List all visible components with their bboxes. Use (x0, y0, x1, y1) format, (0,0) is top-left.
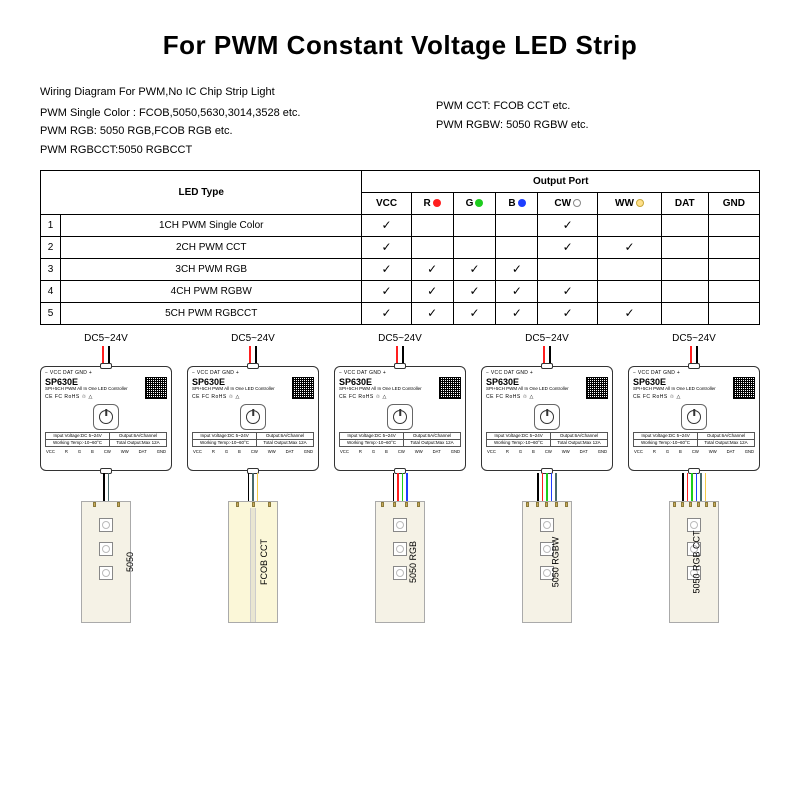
power-icon (93, 404, 119, 430)
strip-label: FCOB CCT (259, 539, 269, 585)
qr-icon (292, 377, 314, 399)
table-row: 33CH PWM RGB (41, 258, 760, 280)
th-port-r: R (411, 192, 453, 214)
voltage-label: DC5~24V (187, 333, 319, 344)
controller: − VCC DAT GND +SP630ESPI+5CH PWM All In … (187, 366, 319, 471)
page-title: For PWM Constant Voltage LED Strip (40, 30, 760, 61)
table-row: 11CH PWM Single Color (41, 214, 760, 236)
diagram-1: DC5~24V − VCC DAT GND +SP630ESPI+5CH PWM … (187, 333, 319, 623)
sub-right-1: PWM RGBW: 5050 RGBW etc. (436, 116, 760, 135)
qr-icon (586, 377, 608, 399)
controller: − VCC DAT GND +SP630ESPI+5CH PWM All In … (628, 366, 760, 471)
power-icon (240, 404, 266, 430)
led-strip: 5050 RGB (375, 501, 425, 623)
voltage-label: DC5~24V (481, 333, 613, 344)
led-strip: 5050 (81, 501, 131, 623)
th-port-gnd: GND (708, 192, 759, 214)
strip-label: 5050 RGB CCT (691, 530, 701, 593)
sub-right-0: PWM CCT: FCOB CCT etc. (436, 97, 760, 116)
th-port-ww: WW (598, 192, 662, 214)
led-strip: 5050 RGBW (522, 501, 572, 623)
voltage-label: DC5~24V (40, 333, 172, 344)
led-strip: 5050 RGB CCT (669, 501, 719, 623)
table-row: 55CH PWM RGBCCT (41, 302, 760, 324)
th-port-vcc: VCC (362, 192, 411, 214)
diagram-4: DC5~24V − VCC DAT GND +SP630ESPI+5CH PWM … (628, 333, 760, 623)
th-port-dat: DAT (661, 192, 708, 214)
diagram-3: DC5~24V − VCC DAT GND +SP630ESPI+5CH PWM … (481, 333, 613, 623)
power-icon (534, 404, 560, 430)
power-icon (681, 404, 707, 430)
voltage-label: DC5~24V (628, 333, 760, 344)
voltage-label: DC5~24V (334, 333, 466, 344)
diagram-2: DC5~24V − VCC DAT GND +SP630ESPI+5CH PWM … (334, 333, 466, 623)
qr-icon (145, 377, 167, 399)
strip-label: 5050 RGB (408, 541, 418, 583)
subtitle-block: Wiring Diagram For PWM,No IC Chip Strip … (40, 83, 760, 160)
power-icon (387, 404, 413, 430)
sub-left-1: PWM RGB: 5050 RGB,FCOB RGB etc. (40, 122, 436, 141)
strip-label: 5050 RGBW (551, 536, 561, 587)
led-strip: FCOB CCT (228, 501, 278, 623)
table-row: 44CH PWM RGBW (41, 280, 760, 302)
th-port-cw: CW (538, 192, 598, 214)
controller: − VCC DAT GND +SP630ESPI+5CH PWM All In … (40, 366, 172, 471)
th-port-g: G (453, 192, 496, 214)
diagram-0: DC5~24V − VCC DAT GND +SP630ESPI+5CH PWM … (40, 333, 172, 623)
strip-label: 5050 (125, 552, 135, 572)
th-output-port: Output Port (362, 170, 760, 192)
th-port-b: B (496, 192, 538, 214)
qr-icon (439, 377, 461, 399)
diagram-row: DC5~24V − VCC DAT GND +SP630ESPI+5CH PWM … (40, 333, 760, 623)
controller: − VCC DAT GND +SP630ESPI+5CH PWM All In … (481, 366, 613, 471)
th-led-type: LED Type (41, 170, 362, 214)
controller: − VCC DAT GND +SP630ESPI+5CH PWM All In … (334, 366, 466, 471)
subtitle-head: Wiring Diagram For PWM,No IC Chip Strip … (40, 83, 436, 102)
table-row: 22CH PWM CCT (41, 236, 760, 258)
sub-left-0: PWM Single Color : FCOB,5050,5630,3014,3… (40, 104, 436, 123)
sub-left-2: PWM RGBCCT:5050 RGBCCT (40, 141, 436, 160)
qr-icon (733, 377, 755, 399)
port-table: LED Type Output Port VCCRGBCWWWDATGND 11… (40, 170, 760, 325)
